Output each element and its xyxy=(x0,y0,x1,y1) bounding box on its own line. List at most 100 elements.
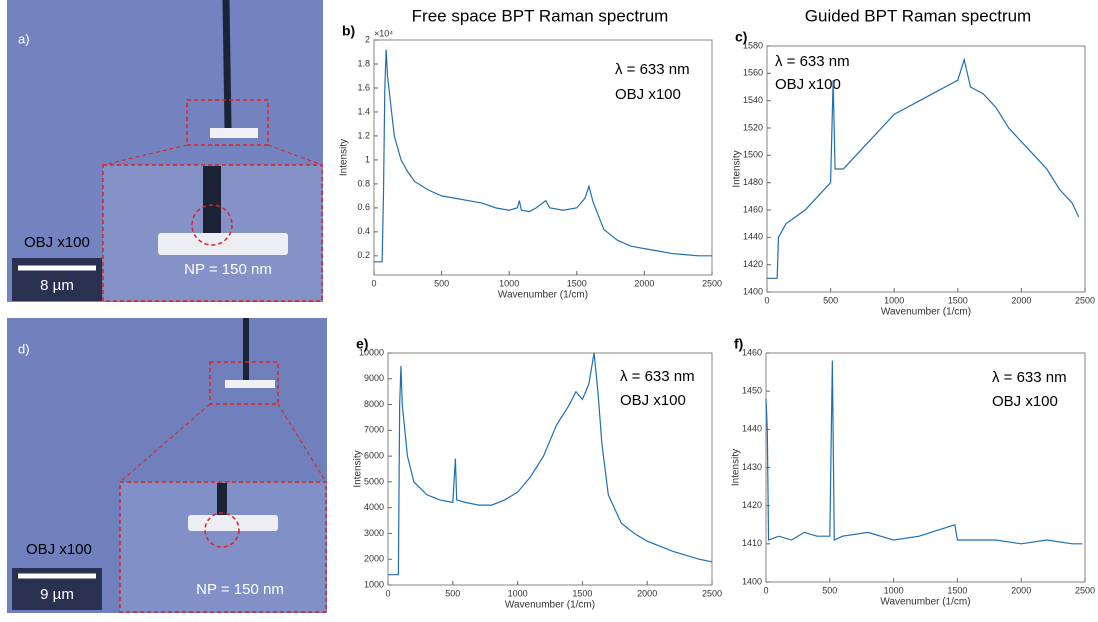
plot-frame xyxy=(765,352,1086,583)
y-tick-label: 1450 xyxy=(742,386,762,396)
y-tick-label: 1460 xyxy=(742,347,762,357)
plot-frame xyxy=(766,45,1086,293)
antenna xyxy=(225,380,275,388)
y-tick-label: 1400 xyxy=(743,286,763,296)
y-tick-label: 1500 xyxy=(743,150,763,160)
y-tick-label: 7000 xyxy=(364,425,384,435)
y-tick-label: 0.2 xyxy=(357,250,370,260)
scale-label: 9 µm xyxy=(40,586,74,603)
x-tick-label: 1500 xyxy=(572,588,592,598)
x-tick-label: 500 xyxy=(822,585,837,595)
x-tick-label: 1000 xyxy=(508,588,528,598)
zoom-line xyxy=(119,403,211,483)
x-axis-label: Wavenumber (1/cm) xyxy=(881,307,971,318)
x-tick-label: 500 xyxy=(434,278,449,288)
objective-label: OBJ x100 xyxy=(24,234,90,251)
x-tick-label: 2000 xyxy=(1011,585,1031,595)
x-tick-label: 2500 xyxy=(1075,585,1095,595)
antenna xyxy=(158,233,288,255)
zoom-line xyxy=(267,144,323,166)
y-tick-label: 1.6 xyxy=(357,82,370,92)
y-tick-label: 5000 xyxy=(364,476,384,486)
y-axis-label: Intensity xyxy=(339,139,350,176)
y-tick-label: 1520 xyxy=(743,122,763,132)
spectrum-chart: 1400 1420 1440 1460 1480 1500 1520 1540 1560 1580… xyxy=(732,29,1095,318)
spectrum-chart: 1000200030004000500060007000800090001000… xyxy=(353,336,722,611)
x-tick-label: 500 xyxy=(445,588,460,598)
y-axis-label: Intensity xyxy=(353,450,364,487)
x-tick-label: 2500 xyxy=(702,278,722,288)
photo-a: 8 µm OBJ x100 NP = 150 nm a) xyxy=(7,0,323,302)
fiber xyxy=(222,0,232,129)
annotation: λ = 633 nm xyxy=(992,369,1067,386)
y-tick-label: 1480 xyxy=(743,177,763,187)
spectrum-line xyxy=(374,49,712,263)
spectrum-line xyxy=(765,360,1083,545)
annotation: OBJ x100 xyxy=(775,76,841,93)
panel-label: c) xyxy=(735,29,747,45)
spectrum-line xyxy=(388,352,713,576)
y-tick-label: 1440 xyxy=(742,424,762,434)
y-tick-label: 1420 xyxy=(743,259,763,269)
x-tick-label: 0 xyxy=(764,295,769,305)
zoom-line xyxy=(277,403,327,483)
x-tick-label: 1000 xyxy=(499,278,519,288)
column-heading: Guided BPT Raman spectrum xyxy=(805,6,1031,25)
y-tick-label: 1560 xyxy=(743,68,763,78)
photo-d: 9 µm OBJ x100 NP = 150 nm d) xyxy=(7,318,327,613)
zoom-line xyxy=(102,144,188,166)
y-tick-label: 1400 xyxy=(742,576,762,586)
x-tick-label: 1000 xyxy=(884,295,904,305)
y-tick-label: 1420 xyxy=(742,500,762,510)
x-tick-label: 2000 xyxy=(634,278,654,288)
x-tick-label: 0 xyxy=(385,588,390,598)
panel-label: f) xyxy=(734,336,743,352)
y-tick-label: 6000 xyxy=(364,450,384,460)
y-tick-label: 3000 xyxy=(364,528,384,538)
annotation: OBJ x100 xyxy=(620,392,686,409)
y-tick-label: 1440 xyxy=(743,232,763,242)
panel-label: d) xyxy=(18,341,30,356)
antenna xyxy=(188,515,278,531)
x-tick-label: 0 xyxy=(371,278,376,288)
x-tick-label: 500 xyxy=(823,295,838,305)
annotation: λ = 633 nm xyxy=(775,53,850,70)
y-tick-label: 1.4 xyxy=(357,106,370,116)
plot-frame xyxy=(387,352,713,586)
particle-label: NP = 150 nm xyxy=(196,581,284,598)
x-tick-label: 2000 xyxy=(637,588,657,598)
spectrum-chart: 1400 1410 1420 1430 1440 1450 1460 0 500 1000 1500… xyxy=(731,336,1095,608)
x-axis-label: Wavenumber (1/cm) xyxy=(880,597,970,608)
x-tick-label: 1500 xyxy=(947,585,967,595)
x-tick-label: 1000 xyxy=(884,585,904,595)
spectrum-line xyxy=(767,57,1080,279)
y-tick-label: 2000 xyxy=(364,554,384,564)
x-tick-label: 2500 xyxy=(1075,295,1095,305)
scale-label: 8 µm xyxy=(40,277,74,294)
y-tick-label: 2 xyxy=(365,34,370,44)
panel-label: a) xyxy=(18,31,30,46)
particle-circle xyxy=(191,204,233,246)
y-axis-label: Intensity xyxy=(732,150,743,187)
y-tick-label: 1540 xyxy=(743,95,763,105)
y-tick-label: 0.8 xyxy=(357,178,370,188)
annotation: λ = 633 nm xyxy=(615,61,690,78)
y-tick-label: 10000 xyxy=(359,347,384,357)
plot-frame xyxy=(373,39,713,276)
x-tick-label: 2000 xyxy=(1011,295,1031,305)
y-tick-label: 1460 xyxy=(743,204,763,214)
y-tick-label: 8000 xyxy=(364,399,384,409)
particle-circle xyxy=(204,512,240,548)
scale-box xyxy=(12,258,102,301)
y-tick-label: 1000 xyxy=(364,579,384,589)
panel-label: e) xyxy=(356,336,368,352)
antenna xyxy=(210,128,258,138)
y-tick-label: 1.2 xyxy=(357,130,370,140)
spectrum-chart: 0.2 0.4 0.6 0.8 1 1.2 1.4 1.6 1.8 2 0 500 1000 1500 20… xyxy=(339,23,722,301)
objective-label: OBJ x100 xyxy=(26,541,92,558)
y-tick-label: 1430 xyxy=(742,462,762,472)
zoom-box xyxy=(209,361,279,405)
y-tick-label: 1 xyxy=(365,154,370,164)
annotation: OBJ x100 xyxy=(992,393,1058,410)
